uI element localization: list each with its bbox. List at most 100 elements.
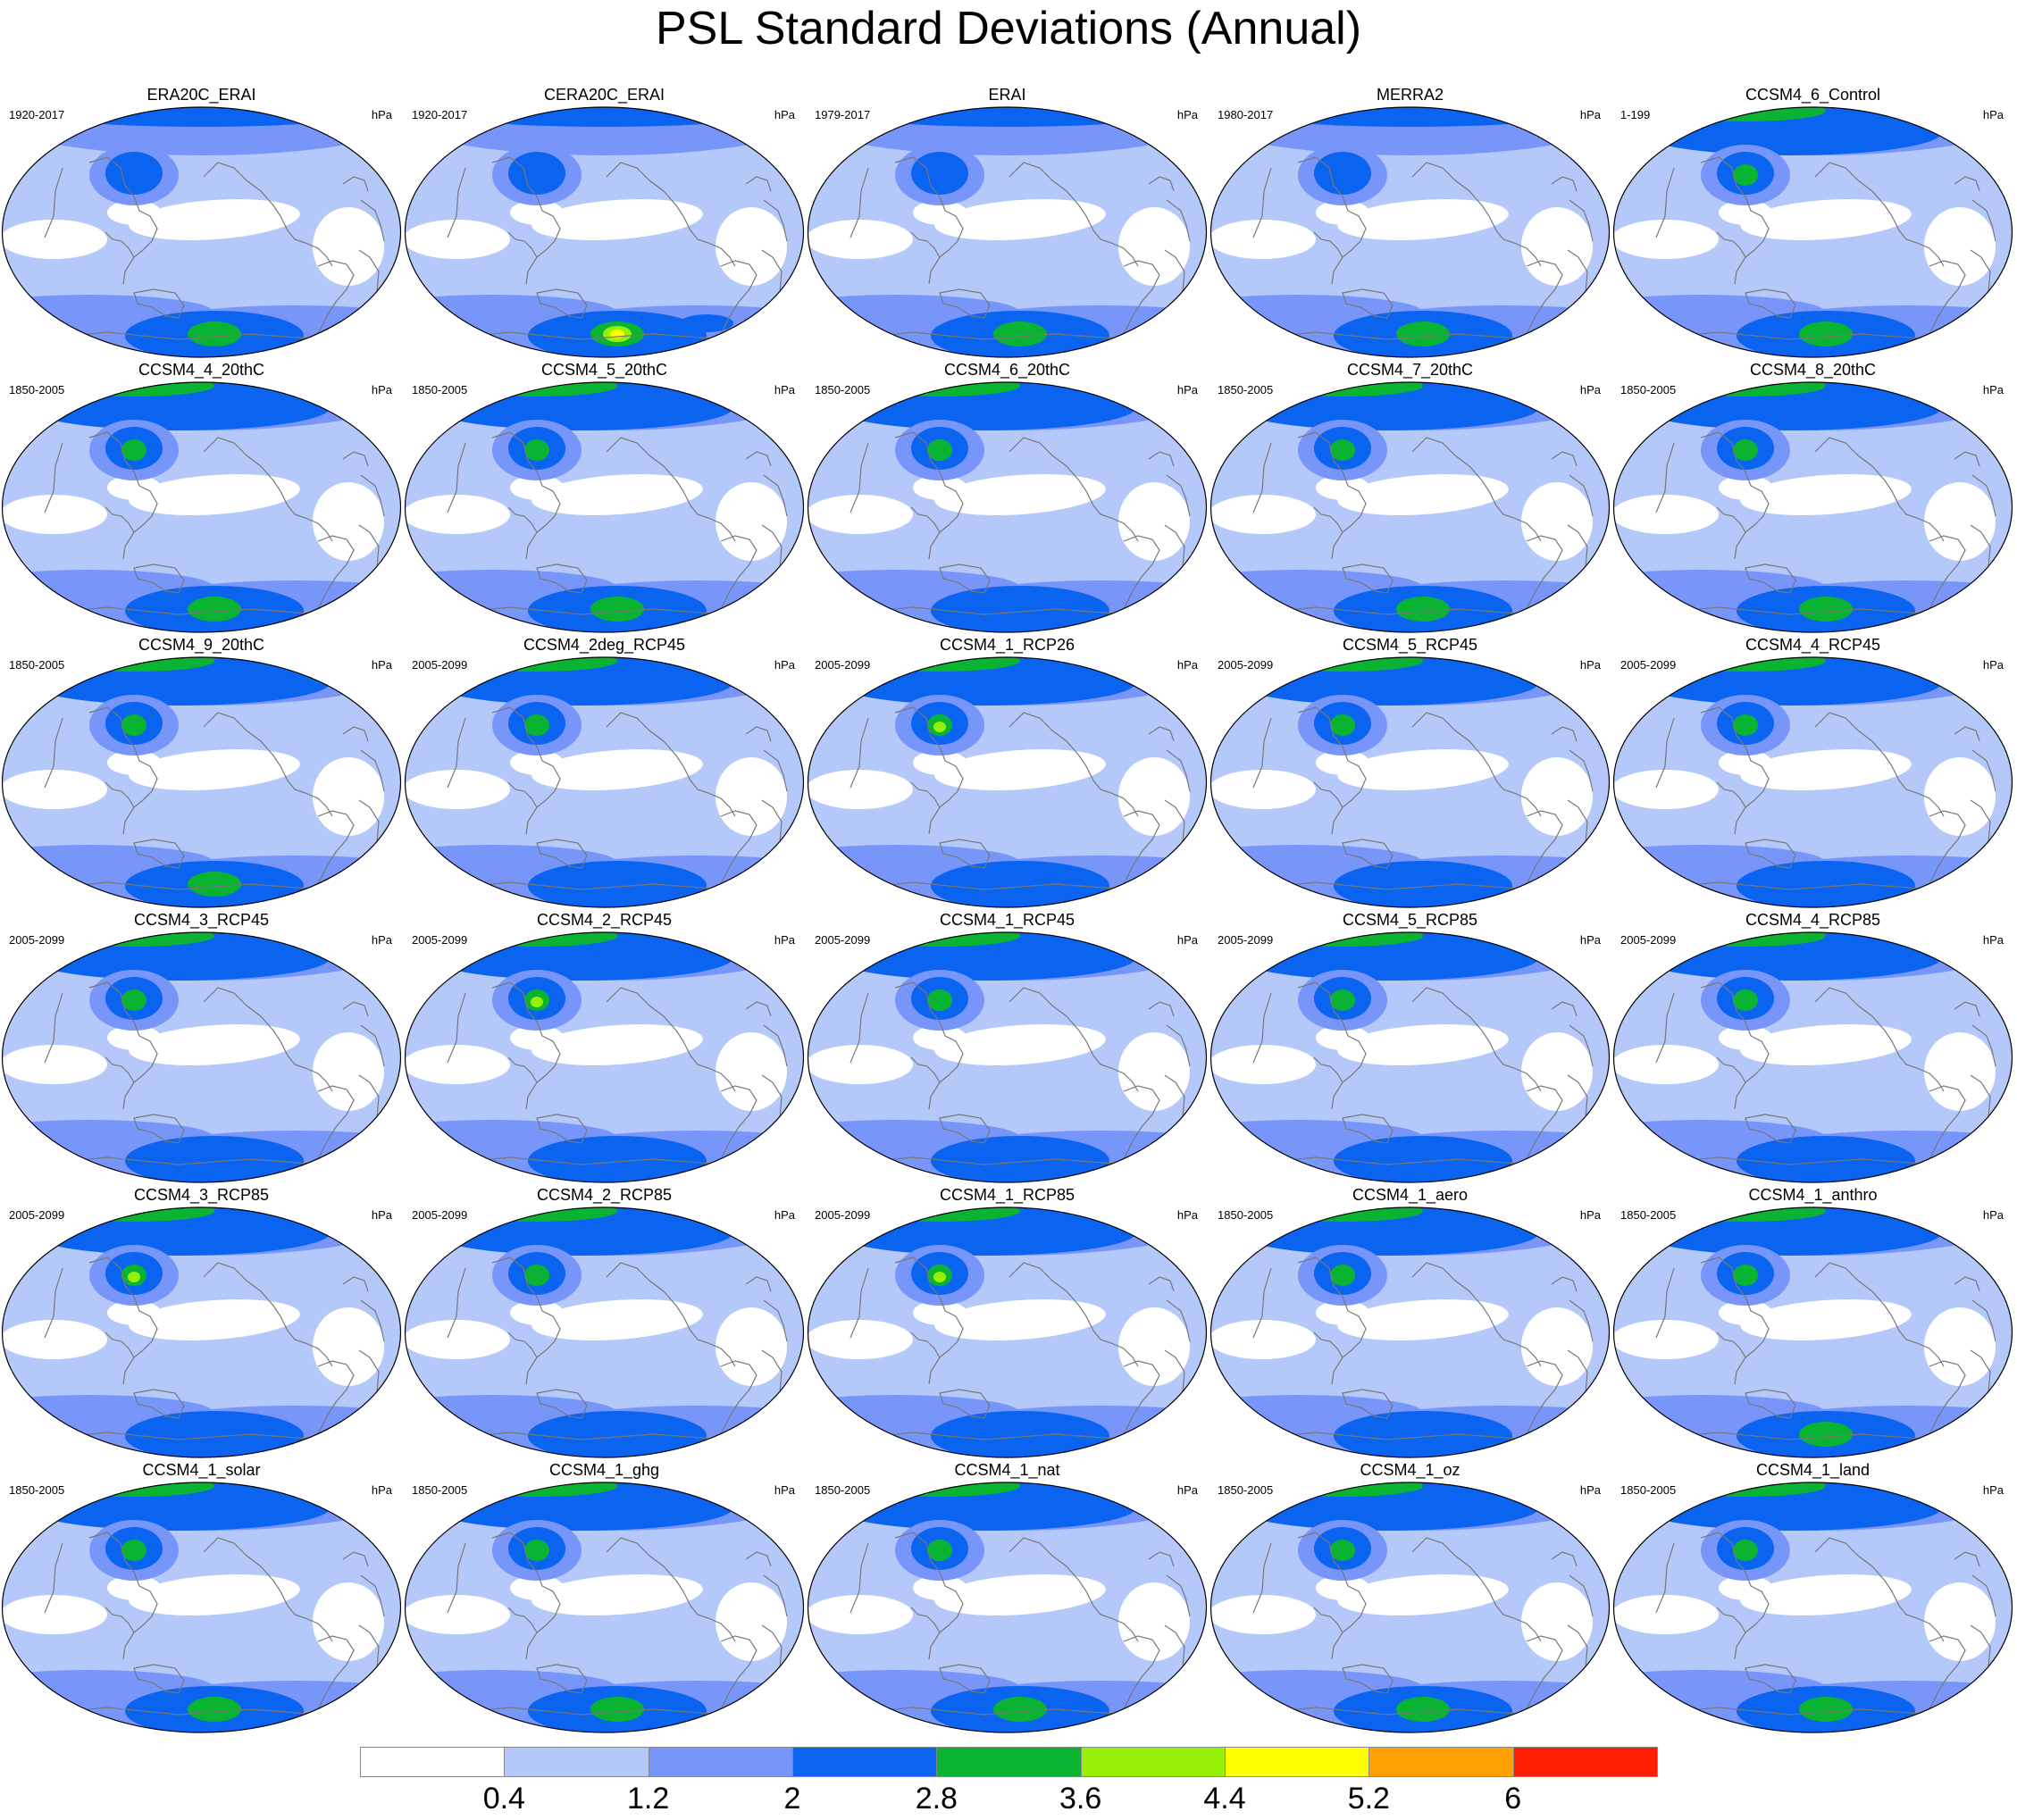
map-panels-grid: ERA20C_ERAI 1920-2017 hPa CERA20C_ERAI 1920-… — [0, 86, 2017, 1733]
map-outline — [1612, 381, 2013, 633]
contour-region — [1924, 1032, 1996, 1111]
contour-region — [934, 1574, 1106, 1615]
map-outline — [1, 106, 402, 358]
coastline — [1008, 1262, 1139, 1367]
coastline — [1925, 1360, 1966, 1440]
panel-title: CCSM4_6_Control — [1745, 86, 1881, 104]
coastline — [342, 1551, 369, 1567]
contour-region — [405, 770, 510, 809]
coastline — [536, 1664, 588, 1694]
coastline — [133, 1114, 185, 1144]
panel-units: hPa — [1176, 1483, 1198, 1497]
coastline — [939, 1114, 991, 1144]
map-field — [404, 1482, 805, 1733]
coastline — [606, 437, 736, 542]
map-panel: CCSM4_1_RCP85 2005-2099 hPa — [806, 1186, 1209, 1459]
contour-region — [1613, 1045, 1719, 1084]
panel-title: CCSM4_8_20thC — [1749, 361, 1877, 379]
coastline — [1745, 1664, 1796, 1694]
coastline — [1166, 474, 1191, 517]
contour-region — [313, 757, 384, 836]
panel-title: CCSM4_4_20thC — [138, 361, 265, 379]
coastline — [745, 726, 772, 742]
contour-region — [510, 200, 564, 225]
contour-region — [510, 750, 564, 775]
coastline — [763, 199, 788, 242]
panel-units: hPa — [1982, 933, 2004, 947]
coastline — [1166, 1574, 1191, 1617]
panel-title: CCSM4_3_RCP45 — [133, 911, 270, 929]
coastline — [910, 506, 941, 533]
coastline — [1411, 1537, 1542, 1642]
map-outline — [1, 931, 402, 1183]
panel-years: 1980-2017 — [1218, 108, 1274, 121]
coastline — [1745, 1114, 1796, 1144]
contour-region — [107, 1575, 161, 1600]
map-field — [1612, 1206, 2013, 1458]
panel-units: hPa — [1982, 1208, 2004, 1222]
panel-years: 1850-2005 — [1218, 1483, 1274, 1497]
coastline — [1008, 437, 1139, 542]
panel-units: hPa — [371, 1483, 392, 1497]
coastline — [1252, 442, 1272, 513]
coastline — [1971, 474, 1996, 517]
contour-region — [1733, 989, 1758, 1011]
coastline — [314, 810, 355, 890]
contour-region — [1118, 757, 1190, 836]
contour-region — [716, 1032, 787, 1111]
panel-title: CCSM4_1_oz — [1360, 1461, 1460, 1479]
contour-region — [934, 1024, 1106, 1065]
coastline — [1342, 1389, 1393, 1419]
map-field — [807, 931, 1208, 1183]
coastline — [716, 1360, 757, 1440]
coastline — [1313, 506, 1343, 533]
map-field — [404, 931, 805, 1183]
contour-region — [1740, 474, 1912, 515]
coastline — [536, 1389, 588, 1419]
panel-title: CCSM4_4_RCP85 — [1745, 911, 1881, 929]
coastline — [203, 987, 333, 1092]
coastline — [1166, 1299, 1191, 1342]
panel-years: 1850-2005 — [1620, 1208, 1677, 1222]
coastline — [1411, 987, 1542, 1092]
coastline — [1655, 992, 1675, 1064]
contour-region — [1740, 199, 1912, 240]
coastline — [44, 1267, 63, 1339]
contour-region — [913, 1300, 967, 1325]
coastline — [507, 1056, 538, 1083]
contour-region — [129, 749, 300, 790]
contour-region — [188, 597, 241, 622]
coastline — [1655, 1542, 1675, 1614]
contour-region — [993, 1697, 1047, 1722]
coastline — [1569, 1024, 1594, 1067]
map-outline — [1209, 381, 1611, 633]
contour-region — [1521, 482, 1593, 561]
panel-years: 1850-2005 — [9, 1483, 65, 1497]
coastline — [342, 1276, 369, 1292]
panel-units: hPa — [1176, 1208, 1198, 1222]
map-panel: CCSM4_3_RCP45 2005-2099 hPa — [0, 911, 403, 1184]
coastline — [1148, 1276, 1175, 1292]
coastline — [507, 506, 538, 533]
contour-region — [808, 1595, 913, 1634]
coastline — [1971, 749, 1996, 792]
panel-title: CCSM4_1_RCP26 — [939, 636, 1075, 654]
contour-region — [531, 749, 703, 790]
contour-region — [107, 475, 161, 500]
contour-region — [1719, 1300, 1772, 1325]
coastline — [745, 1551, 772, 1567]
contour-region — [2, 495, 107, 534]
coastline — [105, 1332, 135, 1358]
contour-region — [931, 861, 1109, 907]
contour-region — [528, 1136, 707, 1182]
coastline — [314, 1635, 355, 1716]
panel-units: hPa — [1579, 108, 1601, 121]
coastline — [849, 1542, 869, 1614]
contour-region — [1799, 321, 1853, 346]
map-outline — [1612, 931, 2013, 1183]
colorbar-label: 2.8 — [915, 1782, 958, 1816]
contour-region — [1521, 757, 1593, 836]
map-panel: ERA20C_ERAI 1920-2017 hPa — [0, 86, 403, 359]
contour-region — [808, 1320, 913, 1359]
panel-title: MERRA2 — [1376, 86, 1444, 104]
